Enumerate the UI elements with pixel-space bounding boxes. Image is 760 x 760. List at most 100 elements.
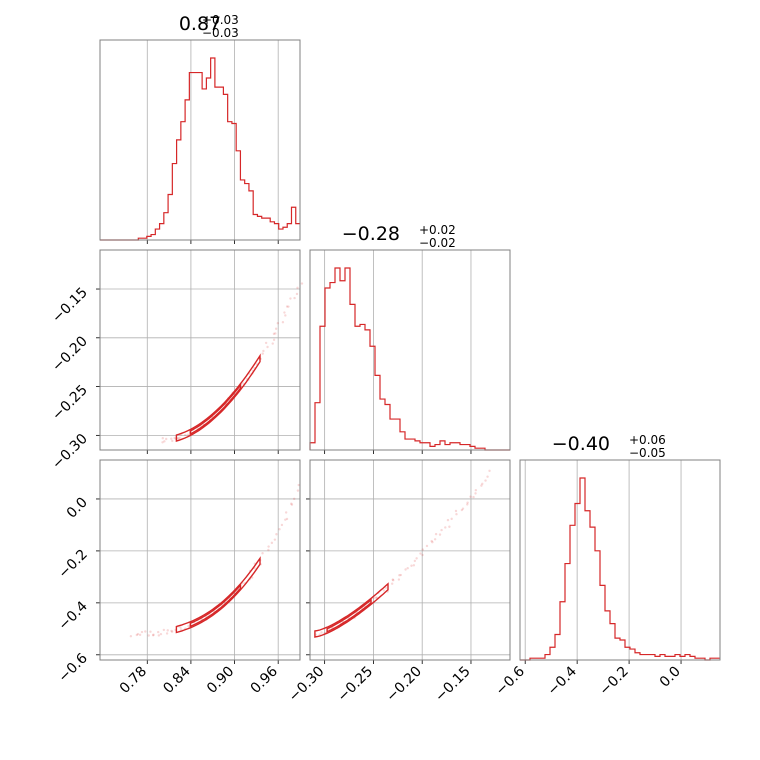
sample-point bbox=[421, 548, 424, 551]
sample-point bbox=[170, 437, 173, 440]
sample-point bbox=[270, 541, 274, 545]
p21-frame bbox=[309, 459, 511, 661]
sample-point bbox=[374, 596, 378, 599]
sample-point bbox=[157, 634, 161, 637]
sample-point bbox=[410, 564, 413, 567]
sample-point bbox=[444, 526, 447, 529]
y-tick-label-param-2: −0.20 bbox=[49, 333, 91, 375]
sample-point bbox=[399, 573, 402, 577]
sample-point bbox=[261, 552, 264, 555]
sample-point bbox=[187, 624, 190, 628]
sample-point bbox=[446, 518, 450, 522]
x-tick-label-param-3: −0.4 bbox=[545, 663, 580, 698]
sample-point bbox=[469, 495, 472, 498]
y-tick-label-param-2: −0.25 bbox=[49, 382, 91, 424]
sample-point bbox=[433, 538, 437, 541]
title-param-3: −0.40 bbox=[552, 433, 610, 455]
sample-point bbox=[384, 586, 388, 589]
sample-point bbox=[273, 538, 277, 541]
sample-point bbox=[474, 488, 478, 492]
sample-point bbox=[171, 439, 174, 443]
sample-point bbox=[173, 436, 176, 440]
histogram-param-1 bbox=[100, 57, 300, 241]
y-tick-label-param-2: −0.30 bbox=[49, 431, 91, 473]
sample-point bbox=[163, 440, 166, 443]
sample-point bbox=[179, 626, 182, 629]
sample-point bbox=[165, 632, 169, 635]
sample-point bbox=[149, 630, 152, 633]
sample-point bbox=[283, 311, 286, 314]
sample-point bbox=[296, 489, 300, 492]
sample-point bbox=[466, 503, 469, 506]
sample-point bbox=[267, 545, 270, 548]
sample-point bbox=[289, 297, 292, 300]
sample-point bbox=[484, 479, 487, 482]
sample-point bbox=[397, 578, 401, 581]
p20-frame bbox=[99, 459, 301, 661]
x-tick-labels: 0.78 0.84 0.90 0.96 −0.30 −0.25 −0.20 −0.15 −0.6… bbox=[117, 663, 684, 705]
scatter-panel-param-1-vs-2 bbox=[96, 249, 304, 454]
x-tick-label-param-2: −0.30 bbox=[286, 664, 328, 706]
sample-point bbox=[157, 630, 160, 634]
y-tick-label-param-3: 0.0 bbox=[64, 494, 91, 521]
sample-point bbox=[166, 629, 169, 632]
y-tick-label-param-3: −0.6 bbox=[55, 650, 90, 685]
y-tick-label-param-3: −0.4 bbox=[55, 598, 90, 633]
sample-point bbox=[272, 338, 276, 342]
y-tick-label-param-2: −0.15 bbox=[49, 285, 91, 327]
sample-point bbox=[274, 327, 278, 330]
sample-point bbox=[419, 552, 422, 555]
sample-point bbox=[320, 631, 323, 634]
title-param-1: 0.87 bbox=[179, 13, 221, 35]
sample-point bbox=[438, 533, 442, 536]
contour-outer bbox=[314, 582, 389, 638]
title-param-1-value: 0.87 bbox=[179, 13, 221, 35]
sample-point bbox=[287, 305, 290, 308]
x-tick-label-param-1: 0.90 bbox=[204, 664, 237, 697]
scatter-panel-param-1-vs-3 bbox=[96, 459, 301, 664]
sample-point bbox=[159, 632, 163, 636]
sample-point bbox=[382, 589, 385, 592]
sample-point bbox=[170, 630, 174, 633]
sample-point bbox=[434, 532, 438, 536]
sample-point bbox=[406, 567, 409, 570]
histogram-param-3 bbox=[520, 477, 720, 661]
sample-point bbox=[466, 501, 469, 504]
sample-point bbox=[161, 441, 164, 444]
sample-point bbox=[392, 579, 395, 582]
contour-inner bbox=[326, 598, 372, 633]
sample-point bbox=[184, 433, 187, 437]
sample-point bbox=[390, 582, 394, 585]
scatter-panel-param-2-vs-3 bbox=[306, 459, 511, 664]
sample-point bbox=[431, 541, 434, 544]
sample-point bbox=[448, 525, 451, 528]
sample-point bbox=[296, 286, 299, 290]
sample-point bbox=[161, 437, 164, 440]
sample-point bbox=[412, 564, 416, 567]
sample-point bbox=[421, 553, 424, 557]
sample-point bbox=[460, 508, 464, 512]
sample-point bbox=[391, 578, 395, 581]
sample-point bbox=[425, 544, 429, 548]
sample-point bbox=[454, 509, 458, 513]
x-tick-label-param-3: −0.2 bbox=[597, 664, 632, 699]
sample-point bbox=[430, 539, 433, 543]
x-tick-label-param-1: 0.96 bbox=[248, 663, 281, 696]
sample-point bbox=[261, 352, 264, 355]
hist-panel-param-3 bbox=[519, 459, 721, 664]
sample-point bbox=[271, 342, 274, 345]
sample-point bbox=[474, 492, 477, 495]
sample-point bbox=[266, 345, 269, 349]
title-param-1-minus: −0.03 bbox=[202, 26, 239, 40]
sample-point bbox=[280, 523, 284, 527]
hist-frame-3 bbox=[519, 459, 721, 661]
sample-point bbox=[144, 630, 147, 633]
title-param-3-minus: −0.05 bbox=[629, 446, 666, 460]
sample-point bbox=[278, 528, 281, 531]
x-tick-label-param-2: −0.15 bbox=[432, 664, 474, 706]
sample-point bbox=[178, 436, 181, 439]
hist-frame-2 bbox=[309, 249, 511, 451]
sample-point bbox=[486, 475, 489, 478]
sample-point bbox=[135, 633, 139, 637]
sample-point bbox=[293, 497, 296, 501]
